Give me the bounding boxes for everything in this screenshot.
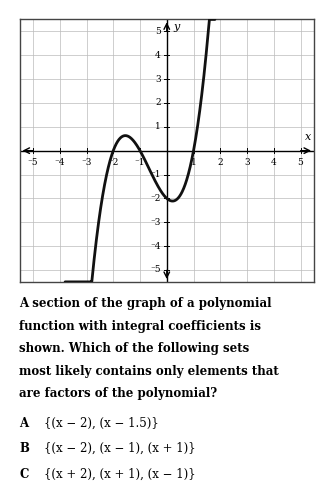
Text: A: A — [19, 417, 28, 430]
Text: {(x + 2), (x + 1), (x − 1)}: {(x + 2), (x + 1), (x − 1)} — [44, 468, 196, 481]
Text: 5: 5 — [298, 158, 303, 167]
Text: ⁻1: ⁻1 — [135, 158, 145, 167]
Text: 3: 3 — [244, 158, 250, 167]
Text: function with integral coefficients is: function with integral coefficients is — [19, 320, 261, 333]
Text: 1: 1 — [155, 122, 161, 131]
Text: ⁻5: ⁻5 — [28, 158, 38, 167]
Text: shown. Which of the following sets: shown. Which of the following sets — [19, 342, 250, 355]
Text: 2: 2 — [217, 158, 223, 167]
Text: ⁻3: ⁻3 — [81, 158, 92, 167]
Text: most likely contains only elements that: most likely contains only elements that — [19, 364, 279, 378]
Text: x: x — [305, 132, 312, 142]
Text: are factors of the polynomial?: are factors of the polynomial? — [19, 387, 217, 400]
Text: ⁻5: ⁻5 — [150, 265, 161, 275]
Text: ⁻4: ⁻4 — [150, 242, 161, 251]
Text: 1: 1 — [191, 158, 197, 167]
Text: B: B — [19, 442, 29, 455]
Text: y: y — [173, 21, 180, 32]
Text: ⁻2: ⁻2 — [150, 194, 161, 203]
Text: C: C — [19, 468, 28, 481]
Text: A section of the graph of a polynomial: A section of the graph of a polynomial — [19, 297, 272, 311]
Text: 5: 5 — [155, 27, 161, 36]
Text: 3: 3 — [155, 74, 161, 84]
Text: {(x − 2), (x − 1), (x + 1)}: {(x − 2), (x − 1), (x + 1)} — [44, 442, 196, 455]
Text: 4: 4 — [155, 51, 161, 60]
Text: {(x − 2), (x − 1.5)}: {(x − 2), (x − 1.5)} — [44, 417, 159, 430]
Text: ⁻3: ⁻3 — [150, 218, 161, 227]
Text: ⁻2: ⁻2 — [108, 158, 118, 167]
Text: 4: 4 — [271, 158, 277, 167]
Text: ⁻4: ⁻4 — [55, 158, 65, 167]
Text: ⁻1: ⁻1 — [150, 170, 161, 179]
Text: 2: 2 — [155, 99, 161, 107]
